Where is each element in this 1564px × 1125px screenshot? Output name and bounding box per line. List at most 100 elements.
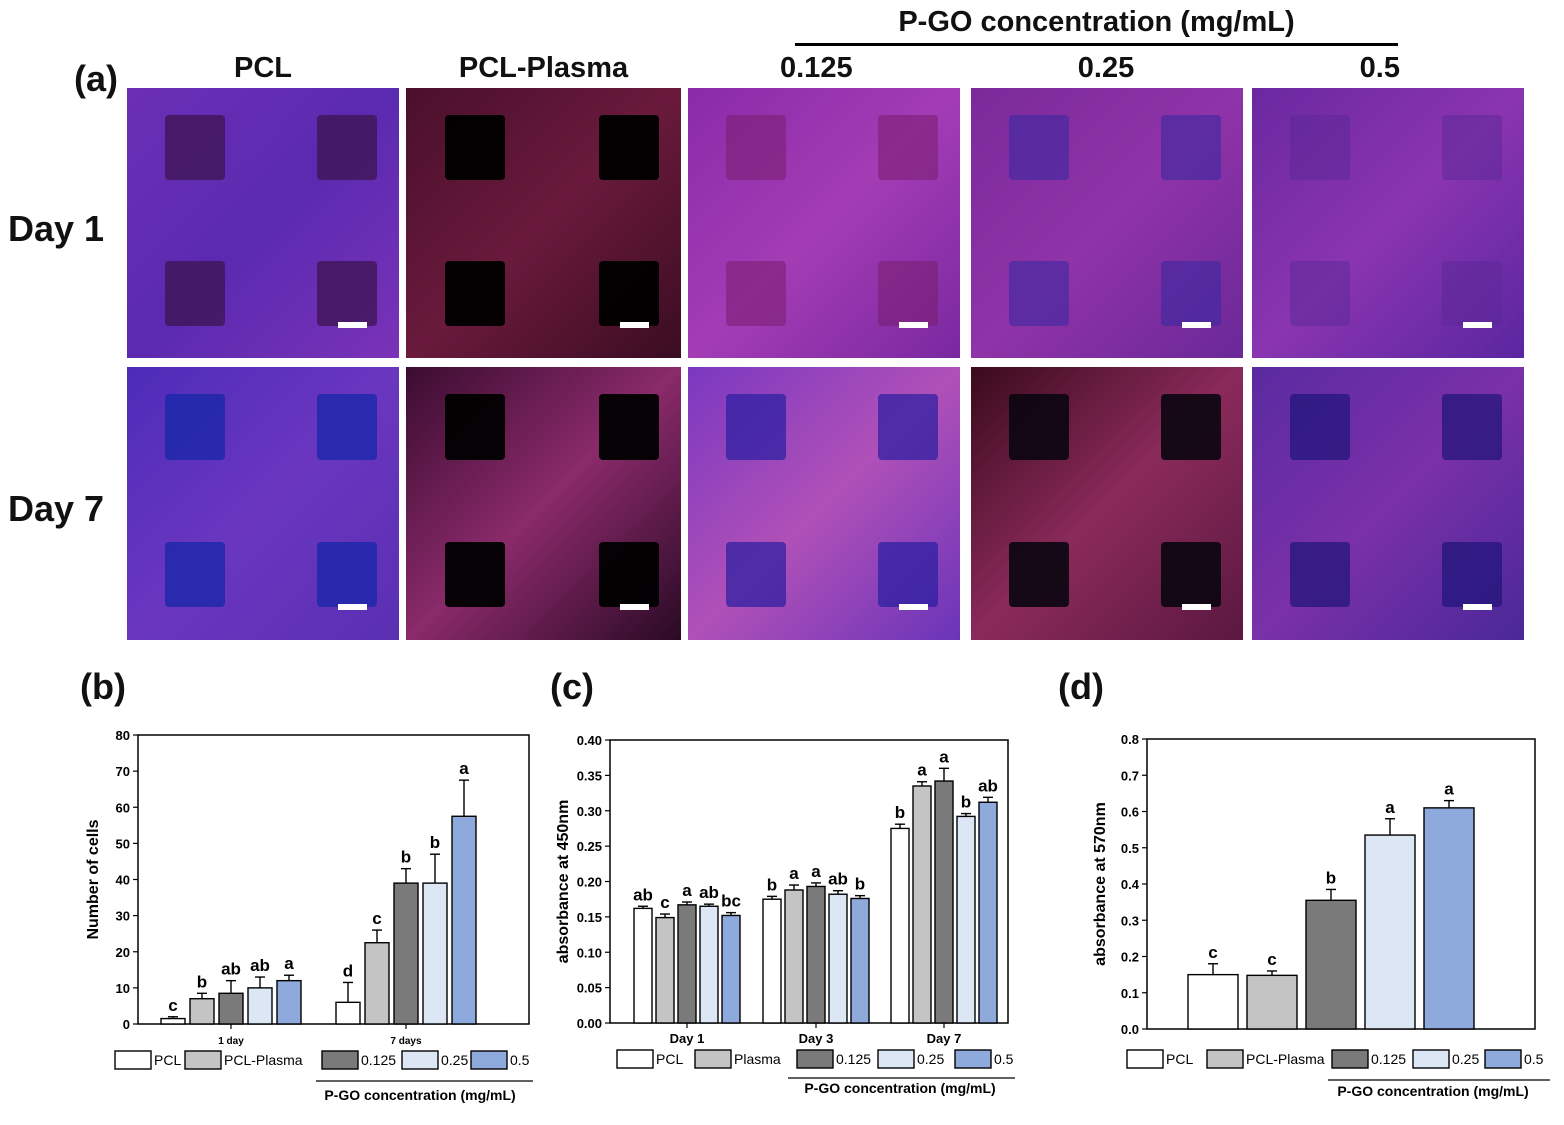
legend-swatch [796, 1049, 834, 1069]
column-label-pcl: PCL [234, 52, 292, 84]
bar-0.25 [1364, 834, 1416, 1030]
concentration-header: P-GO concentration (mg/mL) [898, 6, 1295, 38]
y-tick-label: 0.2 [1121, 950, 1139, 965]
y-tick-label: 0.15 [577, 910, 602, 925]
scaffold-pore [1161, 541, 1222, 608]
scaffold-pore [1290, 541, 1350, 608]
scaffold-pore [1442, 260, 1503, 326]
significance-letter: a [939, 747, 949, 766]
legend-label: 0.25 [441, 1052, 468, 1068]
row-label-day7: Day 7 [8, 488, 105, 529]
y-tick-label: 0.35 [577, 768, 602, 783]
legend-swatch [1206, 1049, 1244, 1069]
x-category-label: 1 day [218, 1036, 244, 1047]
significance-letter: ab [828, 870, 848, 889]
bar-PCL [762, 898, 782, 1024]
legend-label: PCL-Plasma [1246, 1051, 1325, 1067]
y-tick-label: 0.05 [577, 981, 602, 996]
scaffold-pore [726, 394, 786, 460]
scaffold-pore [165, 115, 225, 180]
scaffold-pore [878, 541, 939, 608]
column-label-0125: 0.125 [780, 52, 853, 84]
bar-0.5 [721, 914, 741, 1024]
legend-caption: P-GO concentration (mg/mL) [804, 1080, 995, 1096]
legend-label: 0.5 [994, 1051, 1014, 1067]
legend-label: 0.5 [1524, 1051, 1544, 1067]
bar-0.5 [978, 801, 998, 1024]
legend-swatch [401, 1050, 439, 1070]
bar-0.5 [850, 897, 870, 1024]
y-tick-label: 20 [116, 945, 130, 960]
y-tick-label: 30 [116, 909, 130, 924]
y-tick-label: 70 [116, 764, 130, 779]
scaffold-pore [598, 260, 659, 326]
significance-letter: a [284, 954, 294, 973]
significance-letter: a [917, 761, 927, 780]
legend-swatch [321, 1050, 359, 1070]
scaffold-pore [1290, 394, 1350, 460]
significance-letter: c [372, 909, 381, 928]
scaffold-pore [726, 115, 786, 180]
scaffold-pore [317, 115, 378, 180]
scaffold-pore [317, 394, 378, 460]
y-tick-label: 0.3 [1121, 913, 1139, 928]
legend-swatch [470, 1050, 508, 1070]
y-tick-label: 0.40 [577, 733, 602, 748]
micrograph-tile [1252, 367, 1524, 640]
bar-PCL [160, 1017, 186, 1025]
scale-bar [1182, 322, 1211, 328]
scaffold-pore [878, 115, 939, 180]
y-tick-label: 0.30 [577, 804, 602, 819]
bar-0.125 [934, 780, 954, 1024]
y-tick-label: 0.25 [577, 839, 602, 854]
legend-label: PCL-Plasma [224, 1052, 303, 1068]
bar-PCL-Plasma [1246, 974, 1298, 1030]
legend-swatch [1484, 1049, 1522, 1069]
significance-letter: ab [221, 960, 241, 979]
significance-letter: a [789, 864, 799, 883]
significance-letter: b [1326, 868, 1336, 887]
scaffold-pore [444, 115, 505, 180]
y-tick-label: 0.8 [1121, 732, 1139, 747]
scaffold-pore [598, 394, 659, 460]
bar-PCL-Plasma [189, 998, 215, 1025]
significance-letter: d [343, 961, 353, 980]
bar-0.25 [247, 987, 273, 1025]
scaffold-pore [726, 541, 786, 608]
y-tick-label: 0.6 [1121, 805, 1139, 820]
concentration-header-rule [795, 43, 1398, 46]
legend-swatch [184, 1050, 222, 1070]
significance-letter: b [961, 793, 971, 812]
y-tick-label: 50 [116, 836, 130, 851]
panel-a-label: (a) [74, 58, 118, 99]
y-tick-label: 80 [116, 728, 130, 743]
bar-0.125 [393, 882, 419, 1025]
scaffold-pore [1442, 541, 1503, 608]
micrograph-tile [127, 88, 399, 358]
bar-0.125 [218, 992, 244, 1025]
scale-bar [1182, 604, 1211, 610]
scale-bar [899, 322, 928, 328]
scaffold-pore [1290, 115, 1350, 180]
bar-0.5 [276, 979, 302, 1025]
legend-label: PCL [1166, 1051, 1193, 1067]
scaffold-pore [598, 541, 659, 608]
significance-letter: c [1267, 950, 1276, 969]
significance-letter: a [682, 881, 692, 900]
legend-label: 0.25 [1452, 1051, 1479, 1067]
panel-c-label: (c) [550, 666, 594, 707]
y-tick-label: 0.4 [1121, 877, 1140, 892]
scaffold-pore [1161, 260, 1222, 326]
legend-label: 0.125 [361, 1052, 396, 1068]
bar-Plasma [784, 889, 804, 1024]
scale-bar [338, 604, 367, 610]
legend-label: 0.25 [917, 1051, 944, 1067]
significance-letter: a [1444, 780, 1454, 799]
legend-swatch [694, 1049, 732, 1069]
y-tick-label: 10 [116, 981, 130, 996]
scale-bar [1463, 322, 1492, 328]
scaffold-pore [1161, 115, 1222, 180]
y-tick-label: 0.10 [577, 945, 602, 960]
scaffold-pore [444, 394, 505, 460]
